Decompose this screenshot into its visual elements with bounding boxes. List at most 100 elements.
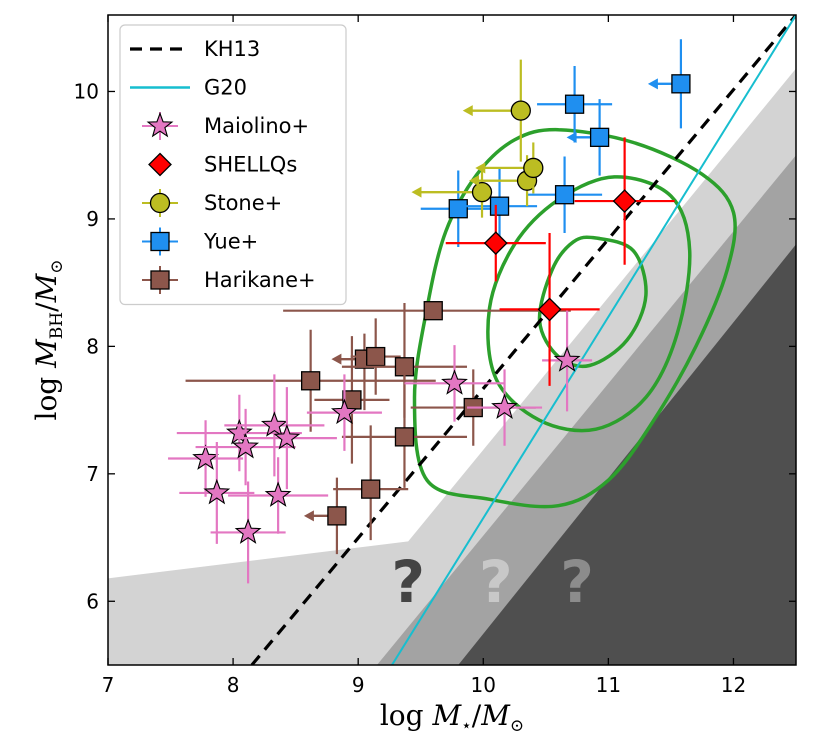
square-marker bbox=[394, 357, 415, 377]
point bbox=[411, 166, 493, 218]
point bbox=[283, 301, 571, 321]
upper-limit-arrow bbox=[469, 175, 480, 187]
legend-entry: Stone+ bbox=[142, 189, 282, 217]
y-tick-label: 9 bbox=[86, 207, 99, 231]
line-kh13 bbox=[250, 15, 796, 665]
square-marker bbox=[448, 199, 468, 219]
star-marker bbox=[203, 478, 231, 505]
point bbox=[185, 329, 436, 432]
legend-entry: Harikane+ bbox=[142, 266, 316, 294]
legend-box bbox=[119, 24, 347, 306]
y-axis-label: log MBH/M⊙ bbox=[30, 260, 67, 421]
point bbox=[404, 345, 505, 422]
legend-label: KH13 bbox=[204, 37, 260, 61]
upper-limit-arrow bbox=[303, 510, 314, 522]
upper-limit-arrow bbox=[331, 353, 342, 365]
point bbox=[306, 374, 382, 451]
legend-entry: SHELLQs bbox=[148, 152, 297, 177]
legend: KH13 G20 Maiolino+ SHELLQs Stone+ Yue+ Harikan… bbox=[119, 24, 347, 306]
contour-middle bbox=[486, 175, 692, 433]
point bbox=[228, 457, 329, 534]
point bbox=[574, 137, 675, 265]
point bbox=[467, 369, 543, 446]
point bbox=[176, 394, 302, 472]
point bbox=[350, 318, 401, 395]
upper-limit-arrow bbox=[475, 162, 486, 174]
question-mark-3: ? bbox=[560, 548, 594, 616]
y-tick-label: 7 bbox=[86, 462, 99, 486]
square-marker bbox=[423, 301, 443, 321]
point bbox=[341, 373, 468, 488]
upper-limit-arrow bbox=[647, 78, 658, 90]
scaling-relations bbox=[250, 15, 796, 665]
circle-marker bbox=[523, 157, 544, 179]
legend-entry: KH13 bbox=[130, 37, 260, 61]
question-mark-1: ? bbox=[391, 548, 425, 616]
exclusion-regions bbox=[108, 68, 796, 665]
point bbox=[475, 142, 544, 194]
legend-star-marker bbox=[146, 111, 174, 138]
star-marker bbox=[264, 481, 292, 507]
point bbox=[179, 441, 255, 544]
point bbox=[224, 374, 325, 477]
point bbox=[527, 156, 603, 233]
point bbox=[333, 425, 409, 541]
point bbox=[445, 204, 546, 282]
x-tick-label: 12 bbox=[721, 673, 746, 697]
question-mark-2: ? bbox=[479, 548, 513, 616]
square-marker bbox=[300, 371, 321, 391]
square-marker bbox=[554, 185, 575, 205]
upper-limit-arrow bbox=[566, 131, 577, 143]
point bbox=[647, 39, 691, 129]
legend-diamond-marker bbox=[148, 152, 172, 177]
x-tick-label: 7 bbox=[102, 673, 115, 697]
point bbox=[236, 387, 337, 490]
question-marks: ??? bbox=[391, 548, 594, 616]
point bbox=[195, 408, 296, 486]
contour-outer bbox=[412, 127, 737, 509]
legend-label: Yue+ bbox=[203, 230, 258, 254]
point bbox=[462, 59, 531, 162]
legend-label: G20 bbox=[204, 76, 247, 100]
star-marker bbox=[553, 346, 581, 372]
diamond-marker bbox=[612, 189, 637, 213]
legend-circle-marker bbox=[149, 192, 171, 214]
point bbox=[210, 481, 286, 584]
axis-ticks: 7 8 9 10 11 12 6 7 8 9 10 bbox=[74, 15, 796, 697]
upper-limit-arrow bbox=[411, 186, 422, 198]
series-yue bbox=[420, 39, 691, 247]
series-shellqs bbox=[445, 137, 675, 386]
x-tick-label: 11 bbox=[596, 673, 621, 697]
square-marker bbox=[327, 506, 347, 526]
point bbox=[537, 65, 613, 143]
legend-entry: G20 bbox=[130, 76, 247, 100]
series-harikane bbox=[185, 301, 571, 555]
star-marker bbox=[330, 398, 358, 425]
legend-label: Harikane+ bbox=[204, 268, 316, 292]
line-g20 bbox=[391, 15, 796, 665]
diamond-marker bbox=[483, 231, 508, 256]
point bbox=[469, 155, 538, 207]
series-stone bbox=[411, 59, 544, 218]
square-marker bbox=[366, 346, 386, 367]
y-tick-label: 6 bbox=[86, 589, 99, 613]
legend-square-marker bbox=[150, 270, 170, 290]
y-tick-label: 10 bbox=[74, 79, 99, 103]
circle-marker bbox=[510, 100, 531, 121]
legend-square-marker bbox=[150, 231, 170, 252]
series-maiolino bbox=[168, 309, 593, 584]
legend-label: SHELLQs bbox=[204, 153, 297, 177]
legend-entry: Yue+ bbox=[142, 227, 258, 256]
square-marker bbox=[564, 94, 585, 114]
diamond-marker bbox=[537, 297, 562, 322]
plot-frame bbox=[107, 14, 797, 666]
x-tick-label: 9 bbox=[352, 673, 365, 697]
star-marker bbox=[234, 518, 262, 544]
upper-limit-arrow bbox=[462, 105, 473, 117]
square-marker bbox=[489, 196, 510, 216]
star-marker bbox=[441, 369, 468, 395]
point bbox=[420, 170, 496, 247]
region-dark bbox=[458, 244, 796, 665]
point bbox=[303, 477, 347, 555]
